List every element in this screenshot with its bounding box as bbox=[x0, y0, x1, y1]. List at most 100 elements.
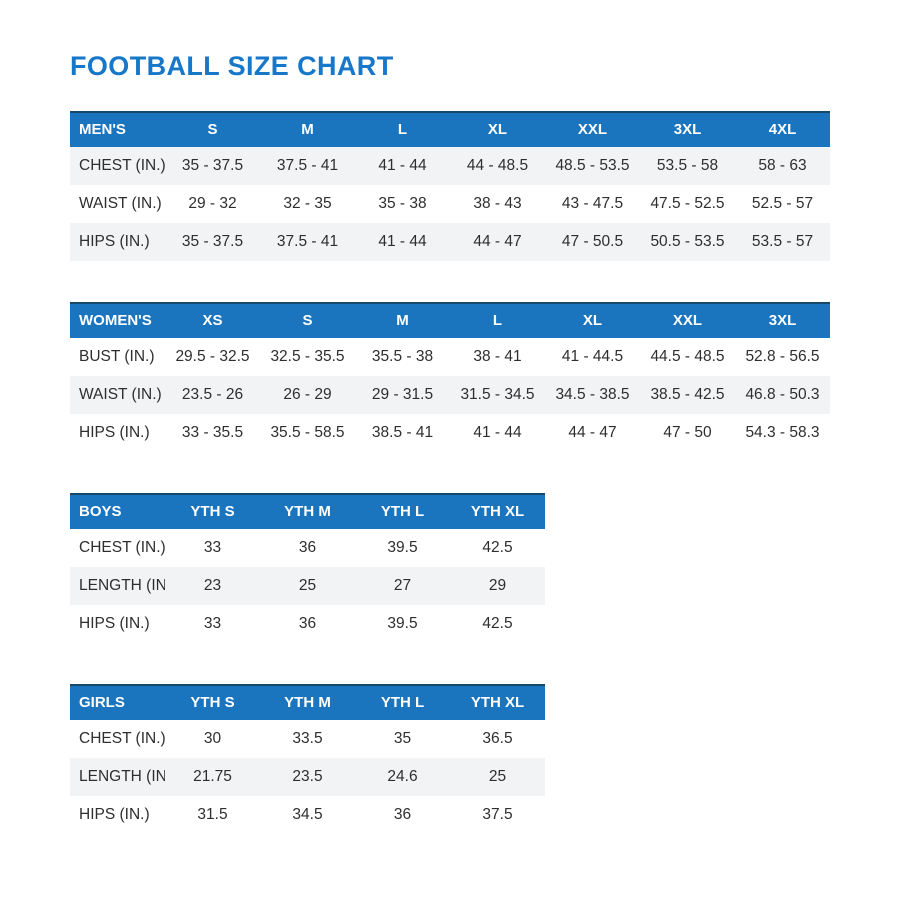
size-header-cell: YTH L bbox=[355, 493, 450, 529]
value-cell: 36 bbox=[298, 614, 317, 632]
value-cell: 35 - 37.5 bbox=[165, 222, 260, 261]
value-cell: 39.5 bbox=[387, 538, 418, 556]
size-header-cell: M bbox=[260, 111, 355, 147]
value-cell: 38.5 - 42.5 bbox=[640, 375, 735, 414]
table-row: CHEST (IN.) 35 - 37.5 37.5 - 41 41 - 44 44 -… bbox=[70, 146, 830, 185]
value-cell: 35.5 - 38 bbox=[371, 347, 434, 365]
size-header-cell: 3XL bbox=[735, 302, 830, 338]
value-cell: 41 - 44 bbox=[355, 146, 450, 185]
size-header-cell: L bbox=[355, 111, 450, 147]
value-cell: 44 - 48.5 bbox=[450, 146, 545, 185]
table-title-cell: BOYS bbox=[70, 493, 165, 529]
table-row: HIPS (IN.) 35 - 37.5 37.5 - 41 41 - 44 44 - … bbox=[70, 222, 830, 261]
table-row: CHEST (IN.) 33 36 39.5 42.5 bbox=[70, 529, 545, 567]
value-cell: 47.5 - 52.5 bbox=[650, 194, 725, 212]
size-header-cell: XXL bbox=[545, 111, 640, 147]
size-header-cell: XXL bbox=[640, 302, 735, 338]
value-cell: 31.5 bbox=[197, 805, 228, 823]
measurement-label-cell: LENGTH (IN.) bbox=[70, 757, 165, 796]
value-cell: 32 - 35 bbox=[283, 194, 332, 212]
value-cell: 26 - 29 bbox=[260, 375, 355, 414]
table-row: WAIST (IN.) 29 - 32 32 - 35 35 - 38 38 - 43 4… bbox=[70, 185, 830, 223]
value-cell: 35 - 38 bbox=[378, 194, 427, 212]
value-cell: 39.5 bbox=[387, 614, 418, 632]
value-cell: 47 - 50 bbox=[663, 423, 712, 441]
value-cell: 41 - 44 bbox=[355, 222, 450, 261]
value-cell: 47 - 50.5 bbox=[545, 222, 640, 261]
value-cell: 53.5 - 57 bbox=[735, 222, 830, 261]
table-row: HIPS (IN.) 33 - 35.5 35.5 - 58.5 38.5 - 41 4… bbox=[70, 414, 830, 452]
value-cell: 25 bbox=[260, 566, 355, 605]
value-cell: 46.8 - 50.3 bbox=[735, 375, 830, 414]
value-cell: 44 - 47 bbox=[450, 222, 545, 261]
header-row: BOYS YTH S YTH M YTH L YTH XL bbox=[70, 493, 545, 529]
value-cell: 27 bbox=[355, 566, 450, 605]
value-cell: 52.5 - 57 bbox=[751, 194, 814, 212]
value-cell: 21.75 bbox=[165, 757, 260, 796]
value-cell: 33 bbox=[203, 538, 222, 556]
measurement-label-cell: HIPS (IN.) bbox=[79, 423, 150, 441]
measurement-label-cell: LENGTH (IN.) bbox=[70, 566, 165, 605]
value-cell: 34.5 bbox=[292, 805, 323, 823]
value-cell: 29 - 31.5 bbox=[355, 375, 450, 414]
value-cell: 33 - 35.5 bbox=[181, 423, 244, 441]
value-cell: 31.5 - 34.5 bbox=[450, 375, 545, 414]
header-row: WOMEN'S XS S M L XL XXL 3XL bbox=[70, 302, 830, 338]
value-cell: 58 - 63 bbox=[735, 146, 830, 185]
size-header-cell: YTH XL bbox=[450, 684, 545, 720]
header-row: MEN'S S M L XL XXL 3XL 4XL bbox=[70, 111, 830, 147]
value-cell: 35.5 - 58.5 bbox=[270, 423, 345, 441]
value-cell: 37.5 - 41 bbox=[260, 146, 355, 185]
size-header-cell: L bbox=[450, 302, 545, 338]
value-cell: 36 bbox=[393, 805, 412, 823]
value-cell: 54.3 - 58.3 bbox=[745, 423, 820, 441]
size-header-cell: M bbox=[355, 302, 450, 338]
value-cell: 33 bbox=[203, 614, 222, 632]
page-title: FOOTBALL SIZE CHART bbox=[70, 51, 394, 81]
table-row: HIPS (IN.) 31.5 34.5 36 37.5 bbox=[70, 796, 545, 834]
size-header-cell: YTH M bbox=[260, 493, 355, 529]
measurement-label-cell: HIPS (IN.) bbox=[79, 614, 150, 632]
boys-size-table: BOYS YTH S YTH M YTH L YTH XL CHEST (IN.) 33 36… bbox=[70, 492, 545, 643]
value-cell: 33.5 bbox=[292, 729, 323, 747]
value-cell: 34.5 - 38.5 bbox=[545, 375, 640, 414]
value-cell: 35 bbox=[393, 729, 412, 747]
measurement-label-cell: CHEST (IN.) bbox=[70, 146, 165, 185]
value-cell: 50.5 - 53.5 bbox=[640, 222, 735, 261]
table-row: BUST (IN.) 29.5 - 32.5 32.5 - 35.5 35.5 - 3… bbox=[70, 338, 830, 376]
value-cell: 29 bbox=[450, 566, 545, 605]
size-header-cell: 3XL bbox=[640, 111, 735, 147]
size-header-cell: 4XL bbox=[735, 111, 830, 147]
measurement-label-cell: BUST (IN.) bbox=[79, 347, 155, 365]
value-cell: 29 - 32 bbox=[188, 194, 237, 212]
size-header-cell: XS bbox=[165, 302, 260, 338]
size-header-cell: XL bbox=[545, 302, 640, 338]
value-cell: 32.5 - 35.5 bbox=[270, 347, 345, 365]
size-header-cell: YTH L bbox=[355, 684, 450, 720]
value-cell: 30 bbox=[203, 729, 222, 747]
measurement-label-cell: HIPS (IN.) bbox=[70, 222, 165, 261]
size-header-cell: YTH S bbox=[165, 684, 260, 720]
table-row: WAIST (IN.) 23.5 - 26 26 - 29 29 - 31.5 31.5… bbox=[70, 375, 830, 414]
value-cell: 24.6 bbox=[355, 757, 450, 796]
value-cell: 44 - 47 bbox=[568, 423, 617, 441]
value-cell: 38 - 41 bbox=[473, 347, 522, 365]
measurement-label-cell: CHEST (IN.) bbox=[79, 729, 165, 747]
value-cell: 48.5 - 53.5 bbox=[545, 146, 640, 185]
table-title-cell: WOMEN'S bbox=[70, 302, 165, 338]
value-cell: 36.5 bbox=[482, 729, 513, 747]
value-cell: 42.5 bbox=[482, 538, 513, 556]
size-header-cell: S bbox=[260, 302, 355, 338]
table-title-cell: GIRLS bbox=[70, 684, 165, 720]
table-title-cell: MEN'S bbox=[70, 111, 165, 147]
value-cell: 41 - 44.5 bbox=[561, 347, 624, 365]
value-cell: 41 - 44 bbox=[473, 423, 522, 441]
value-cell: 37.5 bbox=[482, 805, 513, 823]
value-cell: 52.8 - 56.5 bbox=[745, 347, 820, 365]
size-header-cell: YTH S bbox=[165, 493, 260, 529]
measurement-label-cell: WAIST (IN.) bbox=[70, 375, 165, 414]
measurement-label-cell: WAIST (IN.) bbox=[79, 194, 162, 212]
measurement-label-cell: CHEST (IN.) bbox=[79, 538, 165, 556]
